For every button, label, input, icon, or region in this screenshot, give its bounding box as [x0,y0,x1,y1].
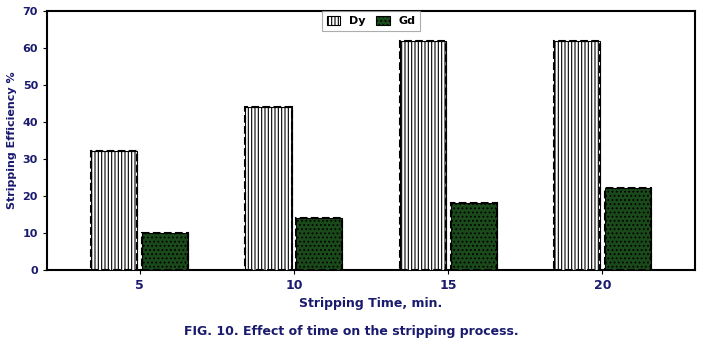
Bar [142,233,188,270]
X-axis label: Stripping Time, min.: Stripping Time, min. [300,297,443,310]
Bar [399,41,446,270]
Legend: Dy, Gd: Dy, Gd [322,11,420,31]
Bar [399,41,446,270]
Text: FIG. 10. Effect of time on the stripping process.: FIG. 10. Effect of time on the stripping… [184,325,518,338]
Bar [296,218,343,270]
Y-axis label: Stripping Efficiency %: Stripping Efficiency % [7,72,17,209]
Bar [91,151,138,270]
Bar [296,218,343,270]
Bar [605,188,651,270]
Bar [91,151,138,270]
Bar [605,188,651,270]
Bar [245,107,291,270]
Bar [451,203,497,270]
Bar [245,107,291,270]
Bar [142,233,188,270]
Bar [554,41,600,270]
Bar [554,41,600,270]
Bar [451,203,497,270]
